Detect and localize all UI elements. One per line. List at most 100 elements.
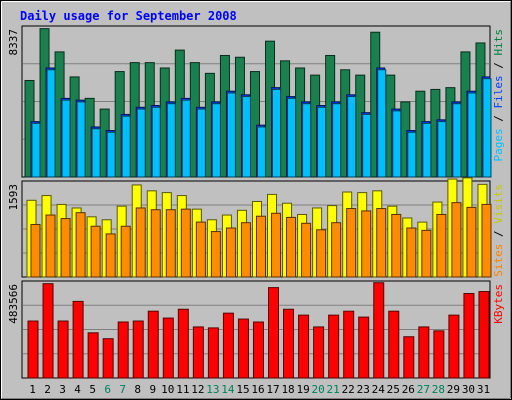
bar-pages-day-10: [166, 103, 176, 178]
series-axis-label: KBytes: [492, 284, 505, 324]
bar-pages-day-17: [272, 88, 282, 178]
bar-kbytes-day-5: [87, 332, 99, 379]
bar-pages-day-31: [482, 78, 492, 178]
bar-pages-day-22: [347, 96, 357, 178]
bar-kbytes-day-8: [132, 320, 144, 379]
x-label-day-27: 27: [417, 383, 430, 396]
bar-kbytes-day-6: [102, 338, 114, 379]
series-axis-label: Sites / Visits: [492, 184, 505, 277]
series-axis-label-part: /: [492, 109, 505, 129]
x-axis-day-labels: 1 2 3 4 5 6 7 8 9 10 11 12 13 14 15 16 17 18 19 20 21 22 23 24 2…: [29, 383, 490, 396]
x-label-day-18: 18: [281, 383, 294, 396]
x-label-day-24: 24: [372, 383, 386, 396]
x-label-day-16: 16: [251, 383, 264, 396]
bar-sites-day-5: [90, 225, 101, 278]
x-label-day-12: 12: [191, 383, 204, 396]
x-label-day-26: 26: [402, 383, 415, 396]
bar-kbytes-day-4: [72, 300, 84, 379]
x-label-day-4: 4: [74, 383, 81, 396]
panel-hits-files-pages: 8337 Pages / Files / Hits: [7, 25, 505, 178]
bar-pages-day-12: [196, 108, 206, 178]
bar-kbytes-day-12: [192, 326, 204, 379]
bar-sites-day-21: [331, 222, 342, 278]
bar-sites-day-12: [195, 221, 206, 278]
bar-pages-day-6: [106, 131, 116, 178]
bar-kbytes-day-3: [57, 320, 69, 379]
bar-pages-day-2: [46, 69, 56, 178]
bar-sites-day-4: [75, 212, 86, 278]
series-axis-label-part: KBytes: [492, 284, 505, 324]
bar-kbytes-day-26: [403, 336, 415, 379]
bar-kbytes-day-30: [463, 293, 475, 379]
bar-pages-day-1: [31, 122, 41, 178]
bar-sites-day-15: [240, 222, 251, 278]
bar-pages-day-20: [317, 106, 327, 178]
bar-kbytes-day-10: [162, 317, 174, 379]
x-label-day-22: 22: [342, 383, 355, 396]
bar-sites-day-27: [421, 229, 432, 278]
bar-kbytes-day-17: [268, 287, 280, 379]
bar-pages-day-26: [407, 131, 417, 178]
series-axis-label-part: Sites: [492, 244, 505, 277]
x-label-day-1: 1: [29, 383, 36, 396]
bar-sites-day-7: [120, 225, 131, 278]
bar-pages-day-14: [226, 92, 236, 178]
bar-kbytes-day-25: [388, 310, 400, 379]
bar-sites-day-18: [286, 216, 297, 278]
bar-sites-day-16: [255, 215, 266, 278]
series-axis-label-part: /: [492, 56, 505, 76]
series-axis-label-part: Files: [492, 75, 505, 108]
x-label-day-5: 5: [89, 383, 96, 396]
bar-kbytes-day-15: [237, 318, 249, 379]
x-label-day-8: 8: [134, 383, 141, 396]
x-label-day-20: 20: [312, 383, 325, 396]
bar-kbytes-day-2: [42, 283, 54, 379]
bar-sites-day-24: [376, 208, 387, 278]
y-max-label: 1593: [7, 184, 20, 211]
bar-kbytes-day-16: [252, 321, 264, 379]
bar-sites-day-2: [45, 214, 56, 278]
x-label-day-6: 6: [104, 383, 111, 396]
series-axis-label: Pages / Files / Hits: [492, 29, 505, 162]
bar-pages-day-30: [467, 92, 477, 178]
bar-sites-day-23: [361, 210, 372, 278]
bar-sites-day-9: [150, 209, 161, 278]
bar-sites-day-25: [391, 213, 402, 278]
bar-sites-day-6: [105, 233, 116, 278]
x-label-day-31: 31: [477, 383, 490, 396]
bar-kbytes-day-27: [418, 326, 430, 379]
chart-title: Daily usage for September 2008: [20, 9, 237, 23]
bar-kbytes-day-23: [358, 316, 370, 379]
bar-pages-day-27: [422, 122, 432, 178]
x-label-day-3: 3: [59, 383, 66, 396]
x-label-day-10: 10: [161, 383, 174, 396]
bar-kbytes-day-22: [343, 310, 355, 379]
x-label-day-13: 13: [206, 383, 219, 396]
series-axis-label-part: Pages: [492, 128, 505, 161]
bar-sites-day-11: [180, 208, 191, 278]
bar-kbytes-day-19: [298, 314, 310, 379]
x-label-day-30: 30: [462, 383, 475, 396]
bar-kbytes-day-11: [177, 308, 189, 379]
bar-pages-day-8: [136, 108, 146, 178]
x-label-day-25: 25: [387, 383, 400, 396]
bar-sites-day-20: [316, 229, 327, 278]
bar-pages-day-9: [151, 106, 161, 178]
x-label-day-28: 28: [432, 383, 445, 396]
x-label-day-21: 21: [327, 383, 340, 396]
y-max-label: 8337: [7, 29, 20, 56]
bar-kbytes-day-18: [283, 308, 295, 379]
bar-pages-day-25: [392, 110, 402, 178]
bar-kbytes-day-20: [313, 326, 325, 379]
bar-pages-day-7: [121, 115, 131, 178]
y-max-label: 483566: [7, 284, 20, 324]
bar-pages-day-23: [362, 113, 372, 178]
bar-kbytes-day-7: [117, 321, 129, 379]
x-label-day-19: 19: [296, 383, 309, 396]
bar-kbytes-day-13: [207, 327, 219, 379]
bar-kbytes-day-29: [448, 314, 460, 379]
x-label-day-9: 9: [149, 383, 156, 396]
bar-sites-day-17: [271, 212, 282, 278]
bar-sites-day-13: [210, 231, 221, 278]
